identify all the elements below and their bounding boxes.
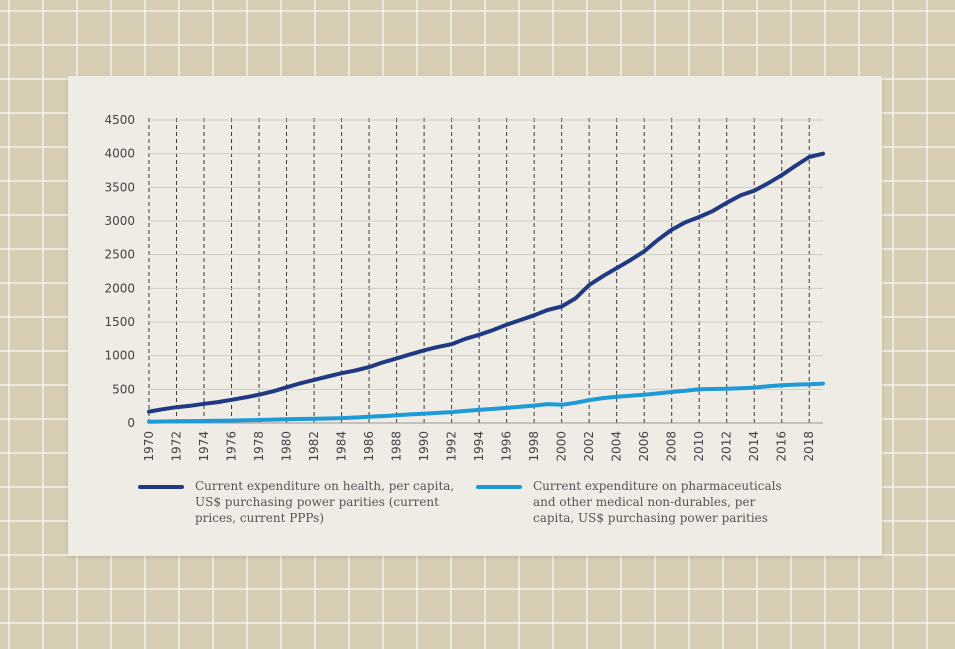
y-tick-label: 2500 bbox=[104, 248, 135, 262]
x-tick-label: 1994 bbox=[472, 431, 486, 462]
x-tick-label: 1978 bbox=[252, 431, 266, 462]
x-tick-label: 1996 bbox=[500, 431, 514, 462]
x-tick-label: 2018 bbox=[802, 431, 816, 462]
legend-swatch-pharmaceuticals bbox=[476, 485, 522, 489]
y-tick-label: 0 bbox=[127, 416, 135, 430]
x-tick-label: 2000 bbox=[555, 431, 569, 462]
y-tick-label: 1000 bbox=[104, 349, 135, 363]
x-tick-label: 1974 bbox=[197, 431, 211, 462]
y-tick-label: 3000 bbox=[104, 214, 135, 228]
y-tick-label: 500 bbox=[112, 382, 135, 396]
x-tick-label: 1990 bbox=[417, 431, 431, 462]
x-tick-label: 2002 bbox=[582, 431, 596, 462]
series-line-health bbox=[147, 151, 825, 414]
x-tick-label: 2016 bbox=[775, 431, 789, 462]
x-tick-label: 2014 bbox=[747, 431, 761, 462]
y-tick-label: 4000 bbox=[104, 147, 135, 161]
legend-item-pharmaceuticals: Current expenditure on pharmaceuticals a… bbox=[476, 478, 795, 526]
x-tick-label: 2008 bbox=[665, 431, 679, 462]
x-tick-label: 1970 bbox=[142, 431, 156, 462]
x-tick-label: 2006 bbox=[637, 431, 651, 462]
y-tick-label: 3500 bbox=[104, 180, 135, 194]
legend-label-pharmaceuticals: Current expenditure on pharmaceuticals a… bbox=[533, 479, 782, 525]
x-tick-label: 2012 bbox=[720, 431, 734, 462]
x-tick-label: 1972 bbox=[170, 431, 184, 462]
x-tick-label: 1984 bbox=[335, 431, 349, 462]
x-tick-label: 2004 bbox=[610, 431, 624, 462]
y-tick-label: 1500 bbox=[104, 315, 135, 329]
y-tick-label: 2000 bbox=[104, 281, 135, 295]
legend-label-health: Current expenditure on health, per capit… bbox=[195, 479, 455, 525]
x-tick-label: 1986 bbox=[362, 431, 376, 462]
x-tick-label: 1980 bbox=[280, 431, 294, 462]
x-tick-label: 1988 bbox=[390, 431, 404, 462]
x-tick-label: 1982 bbox=[307, 431, 321, 462]
series-line-pharmaceuticals bbox=[147, 381, 825, 424]
x-tick-label: 1998 bbox=[527, 431, 541, 462]
y-tick-label: 4500 bbox=[104, 113, 135, 127]
chart-card: 0 500 1000 1500 2000 2500 3000 3500 4000 4500 197… bbox=[68, 76, 882, 556]
legend-swatch-health bbox=[138, 485, 184, 489]
line-chart: 0 500 1000 1500 2000 2500 3000 3500 4000 4500 197… bbox=[104, 113, 825, 462]
x-tick-label: 1992 bbox=[445, 431, 459, 462]
legend-item-health: Current expenditure on health, per capit… bbox=[138, 478, 457, 526]
x-tick-label: 1976 bbox=[225, 431, 239, 462]
x-tick-label: 2010 bbox=[692, 431, 706, 462]
